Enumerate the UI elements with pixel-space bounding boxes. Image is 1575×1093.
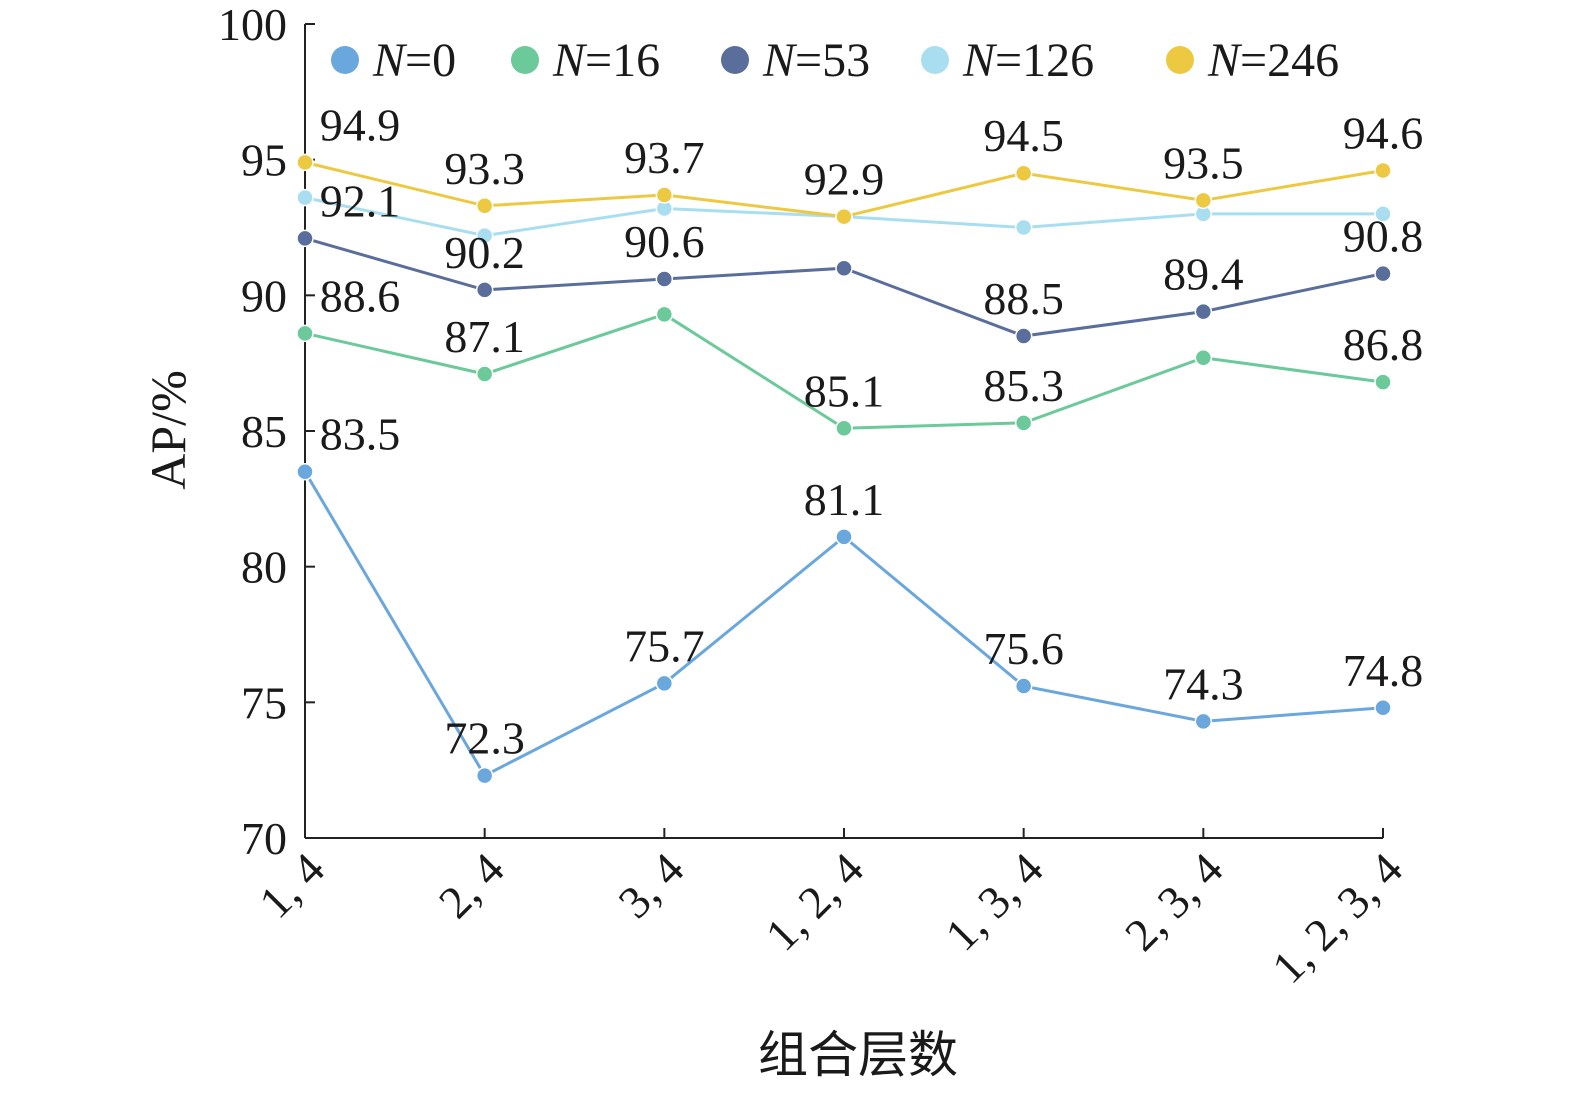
legend-marker <box>511 46 539 74</box>
data-point <box>1014 414 1033 432</box>
y-tick-label: 80 <box>241 542 287 593</box>
data-point <box>835 528 853 546</box>
x-tick-label: 2, 3, 4 <box>1115 843 1232 960</box>
data-label: 81.1 <box>804 474 885 525</box>
data-point <box>835 207 853 226</box>
data-point <box>1014 218 1033 237</box>
data-point <box>655 270 674 288</box>
data-point <box>475 281 494 299</box>
data-point <box>1194 712 1213 731</box>
legend-marker <box>331 46 359 74</box>
data-label: 94.9 <box>320 99 401 150</box>
y-tick-label: 70 <box>241 813 287 864</box>
data-point <box>296 324 314 343</box>
data-label: 85.1 <box>804 365 885 416</box>
y-axis-title: AP/% <box>140 370 196 489</box>
data-point <box>475 226 494 245</box>
data-point <box>1194 348 1213 367</box>
data-point <box>655 305 674 324</box>
data-label: 75.7 <box>624 620 705 671</box>
data-label: 93.3 <box>444 143 525 194</box>
data-label: 74.8 <box>1343 645 1424 696</box>
y-tick-label: 100 <box>218 0 287 50</box>
data-label: 88.5 <box>983 273 1064 324</box>
x-tick-label: 3, 4 <box>609 843 694 928</box>
y-tick-label: 95 <box>241 135 287 186</box>
data-point <box>1194 191 1213 210</box>
data-label: 90.8 <box>1343 211 1424 262</box>
legend-marker <box>721 46 749 74</box>
legend-item: N=0 <box>331 34 456 87</box>
legend-item: N=16 <box>511 34 660 87</box>
legend-item: N=126 <box>921 34 1094 87</box>
data-label: 94.5 <box>983 110 1064 161</box>
legend: N=0 N=16 N=53 N=126 N=246 <box>331 34 1339 87</box>
data-point <box>475 766 494 785</box>
legend-label: N=53 <box>762 34 870 87</box>
data-point <box>475 197 494 215</box>
data-point <box>1014 327 1033 345</box>
series-n53 <box>296 229 1392 345</box>
data-point <box>835 259 853 277</box>
legend-label: N=246 <box>1207 34 1339 87</box>
data-label: 89.4 <box>1163 249 1244 300</box>
x-tick-label: 1, 3, 4 <box>935 843 1052 960</box>
data-label: 88.6 <box>320 270 401 321</box>
data-label: 87.1 <box>444 311 525 362</box>
data-label: 85.3 <box>983 360 1064 411</box>
x-tick-label: 1, 2, 4 <box>756 843 873 960</box>
data-label: 75.6 <box>983 623 1064 674</box>
data-point <box>296 153 314 172</box>
data-label: 86.8 <box>1343 319 1424 370</box>
data-label: 74.3 <box>1163 658 1244 709</box>
x-tick-label: 1, 2, 3, 4 <box>1262 843 1412 993</box>
data-label: 90.2 <box>444 227 525 278</box>
data-labels: 83.5 72.3 75.7 81.1 75.6 74.3 74.8 88.6 87.1 85.1… <box>320 99 1424 763</box>
data-label: 83.5 <box>320 409 401 460</box>
x-tick-label: 2, 4 <box>429 843 514 928</box>
data-point <box>1374 264 1392 283</box>
legend-item: N=246 <box>1166 34 1339 87</box>
data-point <box>1374 161 1392 180</box>
data-point <box>835 419 853 438</box>
data-label: 92.9 <box>804 154 885 205</box>
data-label: 72.3 <box>444 713 525 764</box>
data-label: 94.6 <box>1343 108 1424 159</box>
y-tick-label: 75 <box>241 677 287 728</box>
data-label: 93.7 <box>624 132 705 183</box>
x-axis-title: 组合层数 <box>758 1027 958 1083</box>
data-point <box>296 229 314 248</box>
data-point <box>1374 205 1392 223</box>
data-label: 93.5 <box>1163 137 1244 188</box>
data-point <box>475 365 494 383</box>
legend-label: N=126 <box>962 34 1094 87</box>
data-point <box>1374 699 1392 717</box>
data-point <box>1374 373 1392 391</box>
data-point <box>296 462 314 481</box>
data-point <box>1014 164 1033 182</box>
legend-marker <box>921 46 949 74</box>
series-n16 <box>296 305 1392 438</box>
legend-marker <box>1166 46 1194 74</box>
y-tick-label: 85 <box>241 406 287 457</box>
series-n246 <box>296 153 1392 226</box>
data-label: 90.6 <box>624 216 705 267</box>
data-label: 92.1 <box>320 175 401 226</box>
data-point <box>1014 677 1033 695</box>
data-point <box>655 674 674 693</box>
legend-label: N=16 <box>552 34 660 87</box>
data-point <box>655 186 674 204</box>
data-point <box>1194 302 1213 321</box>
data-point <box>296 188 314 207</box>
legend-label: N=0 <box>372 34 456 87</box>
series-n0 <box>296 462 1392 785</box>
y-tick-label: 90 <box>241 270 287 321</box>
legend-item: N=53 <box>721 34 870 87</box>
series-group <box>296 153 1392 785</box>
